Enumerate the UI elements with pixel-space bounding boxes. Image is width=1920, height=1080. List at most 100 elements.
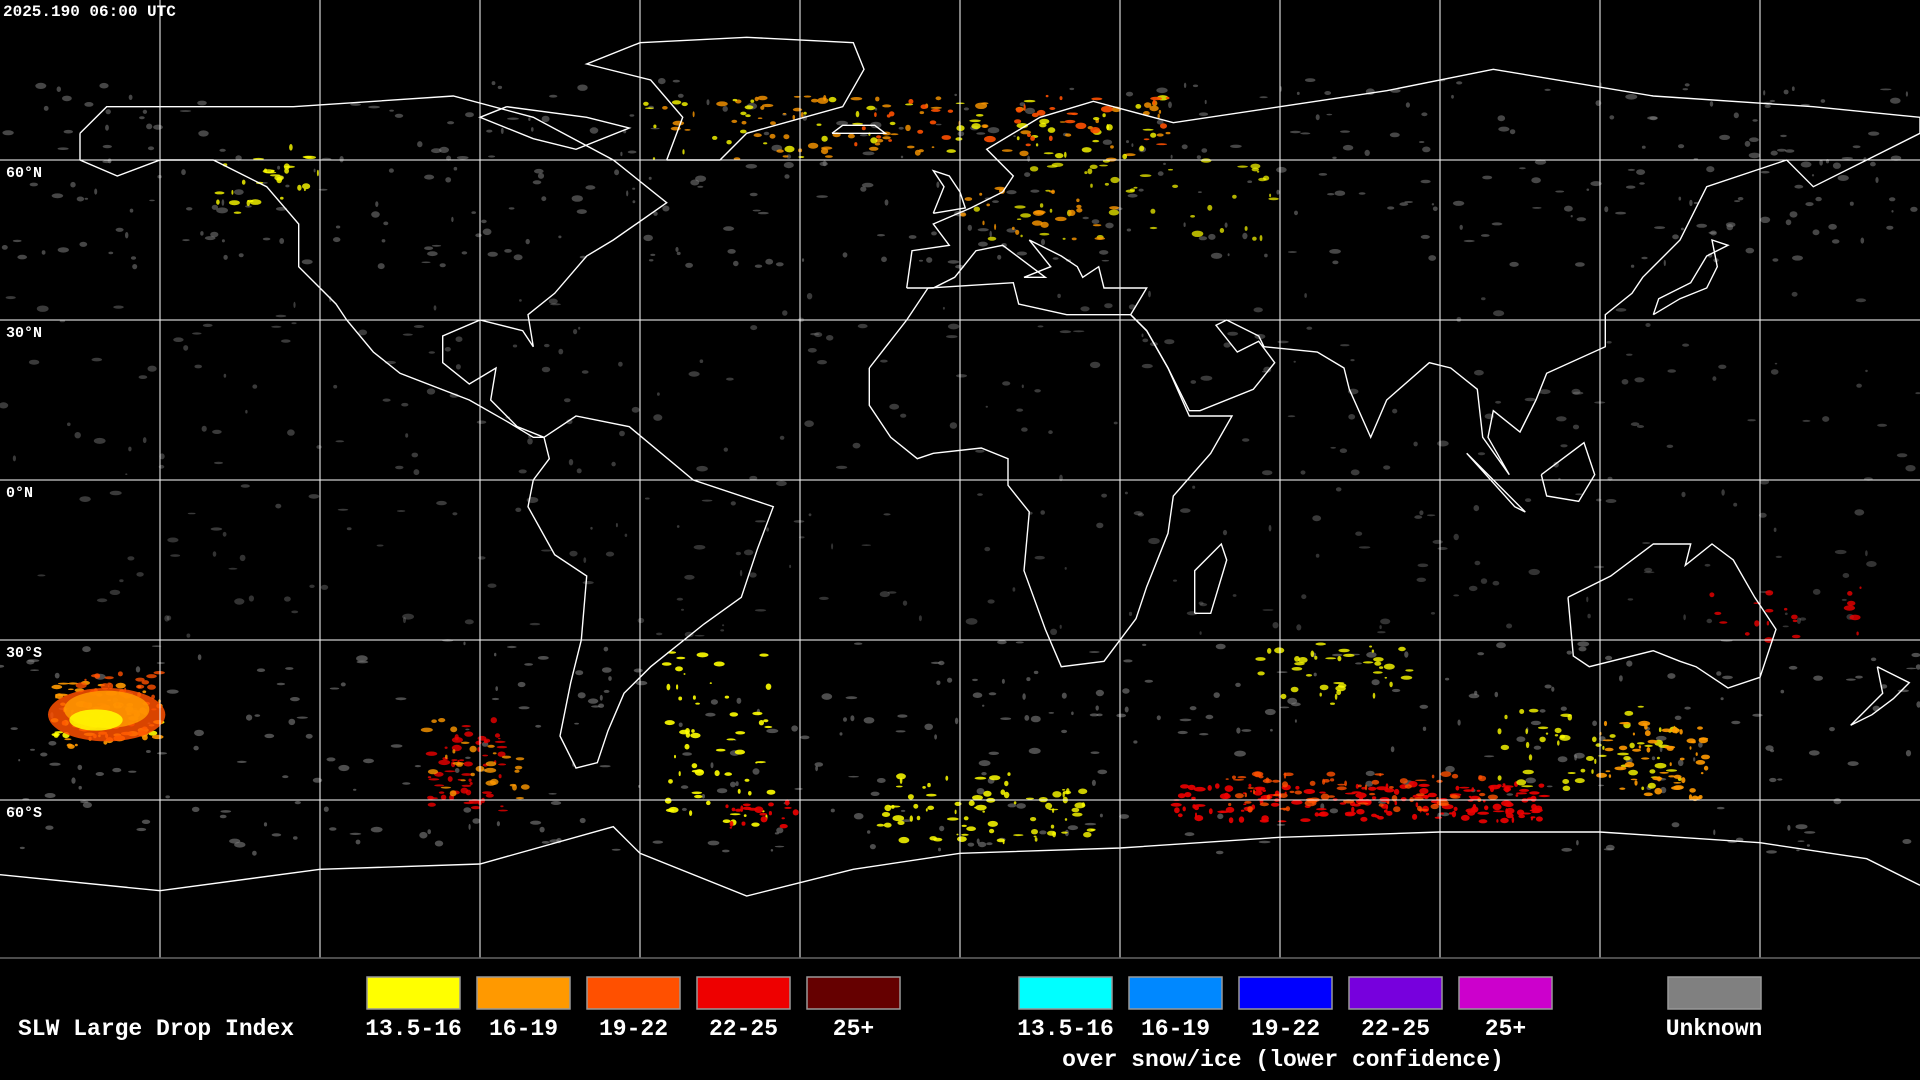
cloud-patch <box>276 682 286 686</box>
cloud-patch <box>1014 205 1026 209</box>
cloud-patch <box>798 156 805 158</box>
cloud-patch <box>757 95 768 101</box>
cloud-patch <box>1766 850 1777 854</box>
cloud-patch <box>1364 149 1370 156</box>
cloud-patch <box>775 262 784 267</box>
cloud-patch <box>712 135 718 140</box>
cloud-patch <box>411 452 419 458</box>
cloud-patch <box>1089 713 1099 717</box>
cloud-patch <box>376 544 384 547</box>
cloud-patch <box>1048 712 1055 714</box>
cloud-patch <box>19 846 25 850</box>
cloud-patch <box>997 254 1002 260</box>
cloud-patch <box>1015 229 1020 235</box>
cloud-patch <box>329 687 340 690</box>
cloud-patch <box>1682 343 1690 347</box>
cloud-patch <box>881 256 887 263</box>
cloud-patch <box>1054 216 1067 222</box>
cloud-patch <box>857 323 868 329</box>
cloud-patch <box>945 775 949 781</box>
cloud-patch <box>396 510 406 512</box>
cloud-patch <box>1051 189 1055 194</box>
cloud-patch <box>427 251 438 257</box>
cloud-patch <box>632 187 636 190</box>
cloud-patch <box>648 259 654 262</box>
cloud-patch <box>449 790 457 797</box>
cloud-patch <box>1301 594 1307 600</box>
cloud-patch <box>900 413 907 418</box>
cloud-patch <box>926 257 933 263</box>
cloud-patch <box>1574 778 1585 784</box>
cloud-patch <box>1418 783 1430 788</box>
cloud-patch <box>934 734 937 740</box>
cloud-patch <box>985 405 988 408</box>
cloud-patch <box>874 107 878 111</box>
cloud-patch <box>280 196 284 200</box>
cloud-patch <box>146 123 153 130</box>
cloud-patch <box>850 715 855 722</box>
cloud-patch <box>1400 675 1413 680</box>
cloud-patch <box>1450 795 1461 799</box>
cloud-patch <box>1126 140 1129 144</box>
cloud-patch <box>252 384 258 389</box>
cloud-patch <box>254 714 261 717</box>
cloud-patch <box>1122 153 1128 160</box>
cloud-patch <box>194 364 202 369</box>
cloud-patch <box>281 339 291 343</box>
cloud-patch <box>1605 844 1615 851</box>
cloud-patch <box>1142 128 1154 131</box>
cloud-patch <box>1127 193 1138 198</box>
cloud-patch <box>233 189 244 196</box>
cloud-patch <box>786 154 792 159</box>
cloud-patch <box>1379 666 1384 669</box>
cloud-patch <box>1693 201 1699 205</box>
cloud-patch <box>67 682 79 685</box>
cloud-patch <box>1405 102 1410 108</box>
cloud-patch <box>825 155 833 158</box>
cloud-patch <box>1000 717 1012 720</box>
cloud-patch <box>1090 828 1096 831</box>
legend-label: 16-19 <box>1141 1016 1210 1042</box>
cloud-patch <box>469 782 473 785</box>
cloud-patch <box>1769 99 1776 103</box>
cloud-patch <box>128 94 133 101</box>
cloud-patch <box>987 127 1000 134</box>
coastlines <box>0 36 1920 897</box>
cloud-patch <box>191 806 200 813</box>
cloud-patch <box>1538 794 1551 798</box>
cloud-patch <box>685 262 693 268</box>
cloud-patch <box>1855 298 1867 303</box>
cloud-patch <box>539 826 545 833</box>
cloud-patch <box>1034 555 1045 560</box>
cloud-patch <box>870 137 878 144</box>
cloud-patch <box>1013 135 1016 138</box>
cloud-patch <box>358 329 368 336</box>
legend-swatch <box>1128 976 1223 1010</box>
cloud-patch <box>1772 258 1779 262</box>
cloud-patch <box>1296 624 1302 631</box>
cloud-patch <box>1478 775 1483 780</box>
cloud-patch <box>284 168 289 174</box>
cloud-patch <box>696 652 709 658</box>
cloud-patch <box>753 133 762 138</box>
cloud-patch <box>431 148 442 154</box>
cloud-patch <box>1704 563 1711 567</box>
cloud-patch <box>79 241 88 247</box>
cloud-patch <box>1791 86 1795 91</box>
cloud-patch <box>974 806 977 809</box>
cloud-patch <box>889 121 896 126</box>
cloud-patch <box>74 432 81 439</box>
cloud-patch <box>1593 565 1605 569</box>
cloud-patch <box>1207 785 1212 791</box>
cloud-patch <box>139 116 145 120</box>
cloud-patch <box>1283 808 1287 811</box>
cloud-patch <box>1596 498 1602 502</box>
cloud-patch <box>289 144 293 151</box>
cloud-patch <box>1689 199 1693 207</box>
cloud-patch <box>57 247 69 253</box>
cloud-patch <box>691 791 703 795</box>
cloud-patch <box>1712 376 1717 381</box>
cloud-patch <box>264 733 275 739</box>
cloud-patch <box>1630 778 1638 781</box>
cloud-patch <box>987 820 998 827</box>
